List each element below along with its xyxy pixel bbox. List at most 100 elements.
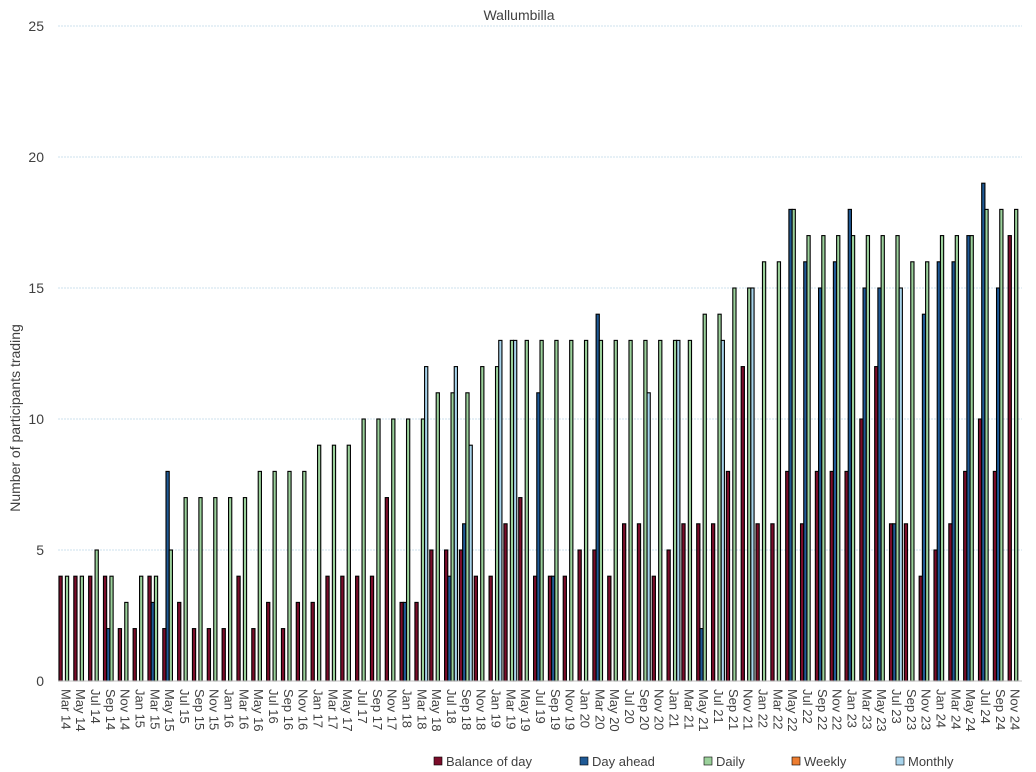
y-tick-label: 5 bbox=[36, 542, 44, 558]
x-tick-label: Jul 16 bbox=[266, 689, 281, 724]
bar-daily bbox=[331, 444, 337, 682]
legend-label: Balance of day bbox=[446, 754, 533, 769]
x-tick-label: Mar 14 bbox=[58, 689, 73, 729]
bar-balance-of-day bbox=[518, 497, 523, 682]
y-tick-label: 10 bbox=[28, 411, 44, 427]
bar-daily bbox=[999, 208, 1004, 682]
bar-daily bbox=[198, 497, 203, 682]
x-tick-label: May 19 bbox=[518, 689, 533, 732]
bar-monthly bbox=[424, 366, 429, 682]
bar-daily bbox=[213, 497, 218, 682]
x-tick-label: May 15 bbox=[162, 689, 177, 732]
x-tick-label: Sep 15 bbox=[192, 689, 207, 730]
x-tick-label: Jan 15 bbox=[133, 689, 148, 728]
x-tick-label: Nov 20 bbox=[652, 689, 667, 730]
bar-balance-of-day bbox=[251, 628, 256, 682]
bar-daily bbox=[1014, 208, 1019, 682]
legend-label: Monthly bbox=[908, 754, 954, 769]
bar-daily bbox=[79, 575, 85, 682]
bar-daily bbox=[598, 339, 604, 682]
x-tick-label: Mar 20 bbox=[592, 689, 607, 729]
legend-label: Weekly bbox=[804, 754, 847, 769]
x-tick-label: Mar 19 bbox=[503, 689, 518, 729]
bar-daily bbox=[806, 235, 811, 682]
bar-balance-of-day bbox=[740, 366, 745, 682]
bar-balance-of-day bbox=[755, 523, 760, 682]
bar-daily bbox=[109, 575, 114, 682]
x-tick-label: May 22 bbox=[785, 689, 800, 732]
bar-balance-of-day bbox=[236, 575, 241, 682]
y-axis-ticks: 0 5 10 15 20 25 bbox=[28, 18, 44, 689]
bar-balance-of-day bbox=[117, 628, 123, 682]
bar-balance-of-day bbox=[177, 601, 182, 682]
legend-swatch bbox=[433, 756, 443, 766]
bar-balance-of-day bbox=[310, 601, 315, 682]
x-tick-label: Jan 24 bbox=[933, 689, 948, 728]
legend-label: Day ahead bbox=[592, 754, 655, 769]
bar-daily bbox=[435, 392, 440, 682]
x-tick-label: Nov 23 bbox=[919, 689, 934, 730]
bar-balance-of-day bbox=[636, 523, 642, 682]
bar-monthly bbox=[453, 366, 459, 682]
y-tick-label: 15 bbox=[28, 280, 44, 296]
bar-monthly bbox=[513, 339, 518, 682]
bar-daily bbox=[242, 497, 248, 682]
bar-balance-of-day bbox=[562, 575, 567, 682]
x-tick-label: Jul 15 bbox=[177, 689, 192, 724]
bar-balance-of-day bbox=[280, 628, 286, 682]
x-tick-label: Nov 18 bbox=[474, 689, 489, 730]
bar-balance-of-day bbox=[221, 628, 226, 682]
bar-daily bbox=[702, 313, 707, 682]
bar-balance-of-day bbox=[73, 575, 78, 682]
bar-balance-of-day bbox=[903, 523, 909, 682]
x-tick-label: Sep 22 bbox=[815, 689, 830, 730]
bar-monthly bbox=[646, 392, 651, 682]
bar-daily bbox=[524, 339, 529, 682]
bar-daily bbox=[554, 339, 559, 682]
x-tick-label: Nov 19 bbox=[563, 689, 578, 730]
bar-daily bbox=[183, 497, 188, 682]
bar-balance-of-day bbox=[651, 575, 656, 682]
bar-monthly bbox=[498, 339, 503, 682]
bar-balance-of-day bbox=[369, 575, 375, 682]
x-tick-label: Nov 22 bbox=[830, 689, 845, 730]
bar-daily bbox=[391, 418, 396, 682]
y-tick-label: 0 bbox=[36, 673, 44, 689]
legend-label: Daily bbox=[716, 754, 745, 769]
x-tick-label: Sep 21 bbox=[726, 689, 741, 730]
bar-balance-of-day bbox=[710, 523, 716, 682]
x-tick-label: Nov 17 bbox=[385, 689, 400, 730]
bar-daily bbox=[94, 549, 99, 682]
bar-daily bbox=[761, 261, 767, 682]
bar-daily bbox=[880, 235, 885, 682]
bar-daily bbox=[850, 235, 856, 682]
x-tick-label: Jul 19 bbox=[533, 689, 548, 724]
bar-daily bbox=[954, 235, 960, 682]
bar-monthly bbox=[676, 339, 681, 682]
bar-balance-of-day bbox=[340, 575, 345, 682]
x-tick-label: Jan 18 bbox=[400, 689, 415, 728]
x-tick-label: Nov 16 bbox=[296, 689, 311, 730]
x-tick-label: Mar 21 bbox=[681, 689, 696, 729]
bar-daily bbox=[302, 470, 307, 682]
bar-daily bbox=[139, 575, 144, 682]
legend: Balance of day Day ahead Daily Weekly Monthl… bbox=[433, 754, 954, 769]
bar-balance-of-day bbox=[770, 523, 775, 682]
x-tick-label: May 21 bbox=[696, 689, 711, 732]
bar-monthly bbox=[468, 444, 473, 682]
y-axis-label: Number of participants trading bbox=[7, 324, 23, 512]
x-tick-label: Sep 18 bbox=[459, 689, 474, 730]
bar-daily bbox=[776, 261, 782, 682]
legend-swatch bbox=[579, 756, 589, 766]
bar-daily bbox=[925, 261, 930, 682]
chart-title: Wallumbilla bbox=[483, 7, 554, 23]
x-tick-label: Mar 16 bbox=[236, 689, 251, 729]
x-tick-label: Jan 22 bbox=[756, 689, 771, 728]
x-tick-label: Sep 17 bbox=[370, 689, 385, 730]
x-tick-label: Mar 24 bbox=[948, 689, 963, 729]
bar-balance-of-day bbox=[607, 575, 612, 682]
x-tick-label: Jan 20 bbox=[578, 689, 593, 728]
bar-balance-of-day bbox=[266, 601, 271, 682]
bar-balance-of-day bbox=[488, 575, 493, 682]
bar-daily bbox=[153, 575, 159, 682]
